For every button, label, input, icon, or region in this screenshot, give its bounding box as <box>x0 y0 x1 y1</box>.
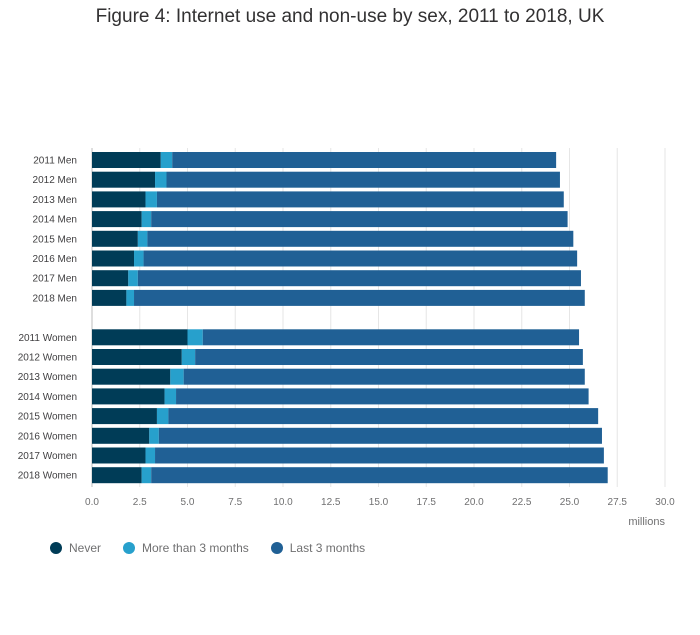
bar-segment <box>172 152 557 168</box>
x-tick-label: 2.5 <box>133 497 147 508</box>
category-label: 2012 Men <box>33 175 77 186</box>
chart-title: Figure 4: Internet use and non-use by se… <box>95 6 605 27</box>
bar-segment <box>128 270 138 287</box>
bar-segment <box>137 270 581 287</box>
bar-segment <box>168 408 599 425</box>
bar-segment <box>176 388 589 405</box>
x-tick-label: 17.5 <box>417 497 437 508</box>
bar-segment <box>170 368 184 385</box>
category-label: 2013 Women <box>18 372 77 383</box>
category-label: 2013 Men <box>33 195 77 206</box>
category-label: 2012 Women <box>18 353 77 364</box>
bar-segment <box>92 270 129 287</box>
category-label: 2011 Men <box>33 156 77 167</box>
x-tick-label: 30.0 <box>655 497 675 508</box>
bar-segment <box>137 230 148 247</box>
legend-label-more-than-3-months: More than 3 months <box>142 541 249 555</box>
bar-segment <box>134 250 144 267</box>
bar-segment <box>158 427 602 444</box>
bar-segment <box>92 349 182 365</box>
legend: Never More than 3 months Last 3 months <box>50 541 387 555</box>
bar-segment <box>141 211 152 228</box>
category-label: 2011 Women <box>18 333 77 344</box>
legend-swatch-never <box>50 542 62 554</box>
legend-swatch-last-3-months <box>270 542 283 554</box>
bar-segment <box>183 368 585 385</box>
bar-segment <box>155 447 604 464</box>
bar-segment <box>195 349 583 365</box>
bar-segment <box>156 191 564 208</box>
bar-segment <box>151 467 608 484</box>
category-labels: 2011 Men 2012 Men 2013 Men 2014 Men 2015 Men… <box>18 156 77 482</box>
bar-segment <box>155 171 167 188</box>
category-label: 2016 Men <box>33 254 77 265</box>
bar-segment <box>92 289 127 306</box>
legend-label-last-3-months: Last 3 months <box>289 541 366 555</box>
bar-segment <box>187 329 203 346</box>
bar-segment <box>202 329 580 346</box>
x-tick-label: 7.5 <box>228 497 242 508</box>
bar-segment <box>164 388 177 405</box>
x-tick-label: 10.0 <box>273 497 293 508</box>
bar-segment <box>92 211 142 228</box>
bar-segment <box>92 388 165 405</box>
bar-segment <box>143 250 578 267</box>
x-tick-labels: 0.0 2.5 5.0 7.5 10.0 12.5 15.0 17.5 20.0 22.5 25.0… <box>85 497 675 508</box>
bar-segment <box>92 191 146 208</box>
bar-segment <box>141 467 152 484</box>
bar-segment <box>92 427 150 444</box>
bar-segment <box>151 211 568 228</box>
category-label: 2014 Men <box>33 215 77 226</box>
x-axis-label: millions <box>628 516 665 528</box>
category-label: 2014 Women <box>18 392 77 403</box>
category-label: 2015 Men <box>33 234 77 245</box>
category-label: 2018 Men <box>33 293 77 304</box>
category-label: 2016 Women <box>18 431 77 442</box>
bar-segment <box>145 447 156 464</box>
bar-segment <box>156 408 169 425</box>
x-tick-label: 22.5 <box>512 497 532 508</box>
legend-item-never: Never <box>50 541 101 555</box>
x-tick-label: 12.5 <box>321 497 341 508</box>
x-tick-label: 20.0 <box>464 497 484 508</box>
category-label: 2017 Women <box>18 451 77 462</box>
bar-segment <box>92 152 161 168</box>
bar-segment <box>92 447 146 464</box>
x-tick-label: 0.0 <box>85 497 99 508</box>
bar-segment <box>92 408 157 425</box>
x-tick-label: 27.5 <box>608 497 628 508</box>
bar-segment <box>92 467 142 484</box>
category-label: 2018 Women <box>18 471 77 482</box>
bar-segment <box>92 171 156 188</box>
x-tick-label: 5.0 <box>181 497 195 508</box>
bar-segment <box>92 368 171 385</box>
bar-segment <box>92 329 188 346</box>
bar-segment <box>149 427 159 444</box>
category-label: 2017 Men <box>33 274 77 285</box>
legend-item-more-than-3-months: More than 3 months <box>123 541 249 555</box>
bar-segment <box>92 230 138 247</box>
category-label: 2015 Women <box>18 412 77 423</box>
bar-segment <box>145 191 157 208</box>
bar-segment <box>147 230 574 247</box>
x-tick-label: 25.0 <box>560 497 580 508</box>
bar-segment <box>92 250 135 267</box>
bar-segment <box>181 349 196 365</box>
bar-segment <box>134 289 585 306</box>
bars <box>92 152 608 484</box>
bar-segment <box>166 171 560 188</box>
bar-segment <box>126 289 135 306</box>
legend-label-never: Never <box>69 541 102 555</box>
legend-item-last-3-months: Last 3 months <box>270 541 366 555</box>
x-tick-label: 15.0 <box>369 497 389 508</box>
bar-segment <box>160 152 173 168</box>
legend-swatch-more-than-3-months <box>123 542 136 554</box>
